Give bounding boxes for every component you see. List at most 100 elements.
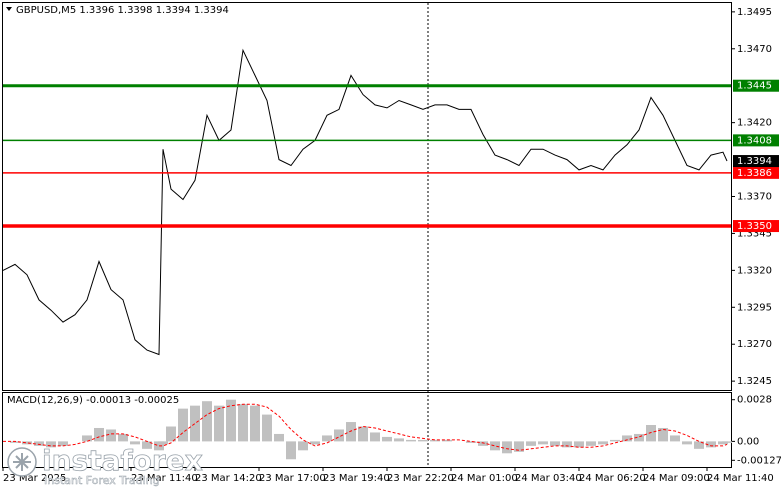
macd-bar: [250, 405, 260, 442]
macd-bar: [10, 441, 20, 443]
macd-bar: [478, 441, 488, 446]
watermark-brand: instaforex: [42, 444, 203, 477]
macd-bar: [430, 439, 440, 442]
macd-bar: [286, 441, 296, 460]
level-label: 1.3408: [737, 135, 772, 146]
price-label: 1.3394: [737, 156, 772, 167]
x-tick-label: 23 Mar 14:20: [195, 473, 262, 484]
chart-title: GBPUSD,M5 1.3396 1.3398 1.3394 1.3394: [16, 5, 229, 16]
y-tick-label: 1.3320: [737, 265, 772, 276]
macd-bar: [310, 441, 320, 445]
macd-bar: [154, 441, 164, 451]
level-label: 1.3386: [737, 168, 772, 179]
y-tick-label: 1.3470: [737, 44, 772, 55]
macd-bar: [22, 441, 32, 445]
macd-bar: [82, 435, 92, 442]
macd-bar: [502, 441, 512, 454]
level-tag: [733, 220, 779, 233]
macd-bar: [226, 399, 236, 442]
y-tick-label: 1.3495: [737, 7, 772, 18]
macd-bar: [58, 441, 68, 446]
watermark-tagline: Instant Forex Trading: [44, 474, 160, 487]
macd-bar: [322, 435, 332, 442]
macd-bar: [262, 414, 272, 442]
macd-bar: [166, 426, 176, 442]
watermark-logo: [7, 447, 37, 477]
macd-bar: [406, 439, 416, 442]
macd-bar: [574, 441, 584, 448]
signal-line: [3, 403, 728, 451]
y-tick-label: 1.3245: [737, 376, 772, 387]
y-tick-label: 1.3295: [737, 302, 772, 313]
x-tick-label: 23 Mar 19:40: [323, 473, 390, 484]
macd-bar: [274, 433, 284, 442]
macd-bar: [142, 441, 152, 449]
macd-bar: [586, 441, 596, 446]
macd-title: MACD(12,26,9) -0.00013 -0.00025: [7, 395, 179, 406]
macd-bar: [238, 404, 248, 442]
macd-bar: [646, 425, 656, 442]
macd-bar: [94, 427, 104, 442]
menu-arrow[interactable]: [6, 7, 12, 11]
level-tag: [733, 134, 779, 147]
macd-bar: [622, 435, 632, 442]
macd-bar: [106, 429, 116, 442]
macd-pane-border: [2, 392, 732, 468]
macd-bar: [190, 405, 200, 442]
macd-bar: [370, 432, 380, 442]
price-tag: [733, 155, 779, 168]
x-tick-label: 23 Mar 22:20: [387, 473, 454, 484]
macd-bar: [610, 439, 620, 442]
macd-bar: [598, 441, 608, 445]
y-tick-label: 1.3270: [737, 339, 772, 350]
macd-bar: [346, 422, 356, 442]
macd-bar: [118, 433, 128, 442]
level-label: 1.3350: [737, 221, 772, 232]
x-tick-label: 24 Mar 03:40: [515, 473, 582, 484]
x-tick-label: 23 Mar 2025: [3, 473, 66, 484]
y-tick-label: 1.3420: [737, 118, 772, 129]
macd-bar: [722, 441, 732, 443]
macd-bar: [526, 441, 536, 446]
level-tag: [733, 166, 779, 179]
macd-bar: [562, 441, 572, 448]
macd-bar: [214, 405, 224, 442]
y-tick-label: 0.00: [737, 436, 759, 447]
x-tick-label: 24 Mar 06:20: [579, 473, 646, 484]
macd-bar: [706, 441, 716, 448]
macd-bar: [658, 427, 668, 442]
x-tick-label: 24 Mar 09:00: [643, 473, 710, 484]
price-line: [2, 48, 728, 356]
macd-bar: [334, 429, 344, 442]
macd-bar: [670, 435, 680, 442]
macd-bar: [634, 433, 644, 442]
macd-bar: [178, 408, 188, 442]
macd-bar: [298, 441, 308, 451]
macd-bar: [694, 441, 704, 449]
y-tick-label: -0.00127: [737, 455, 781, 466]
level-label: 1.3445: [737, 81, 772, 92]
macd-bar: [682, 441, 692, 445]
macd-bar: [538, 441, 548, 445]
watermark: instaforex Instant Forex Trading: [7, 444, 203, 487]
x-tick-label: 23 Mar 17:00: [259, 473, 326, 484]
macd-bar: [34, 441, 44, 446]
y-tick-label: 1.3370: [737, 192, 772, 203]
y-tick-label: 1.3345: [737, 228, 772, 239]
x-tick-label: 24 Mar 01:00: [451, 473, 518, 484]
level-tag: [733, 79, 779, 92]
macd-bar: [130, 441, 140, 445]
macd-bar: [442, 439, 452, 442]
macd-bar: [202, 401, 212, 442]
macd-bar: [466, 441, 476, 443]
x-tick-label: 24 Mar 11:40: [707, 473, 774, 484]
macd-bar: [158, 441, 168, 445]
y-tick-label: 0.0028: [737, 395, 772, 406]
macd-bar: [46, 441, 56, 448]
macd-bar: [382, 436, 392, 442]
macd-bar: [358, 426, 368, 442]
macd-bar: [514, 441, 524, 452]
macd-bar: [550, 441, 560, 446]
